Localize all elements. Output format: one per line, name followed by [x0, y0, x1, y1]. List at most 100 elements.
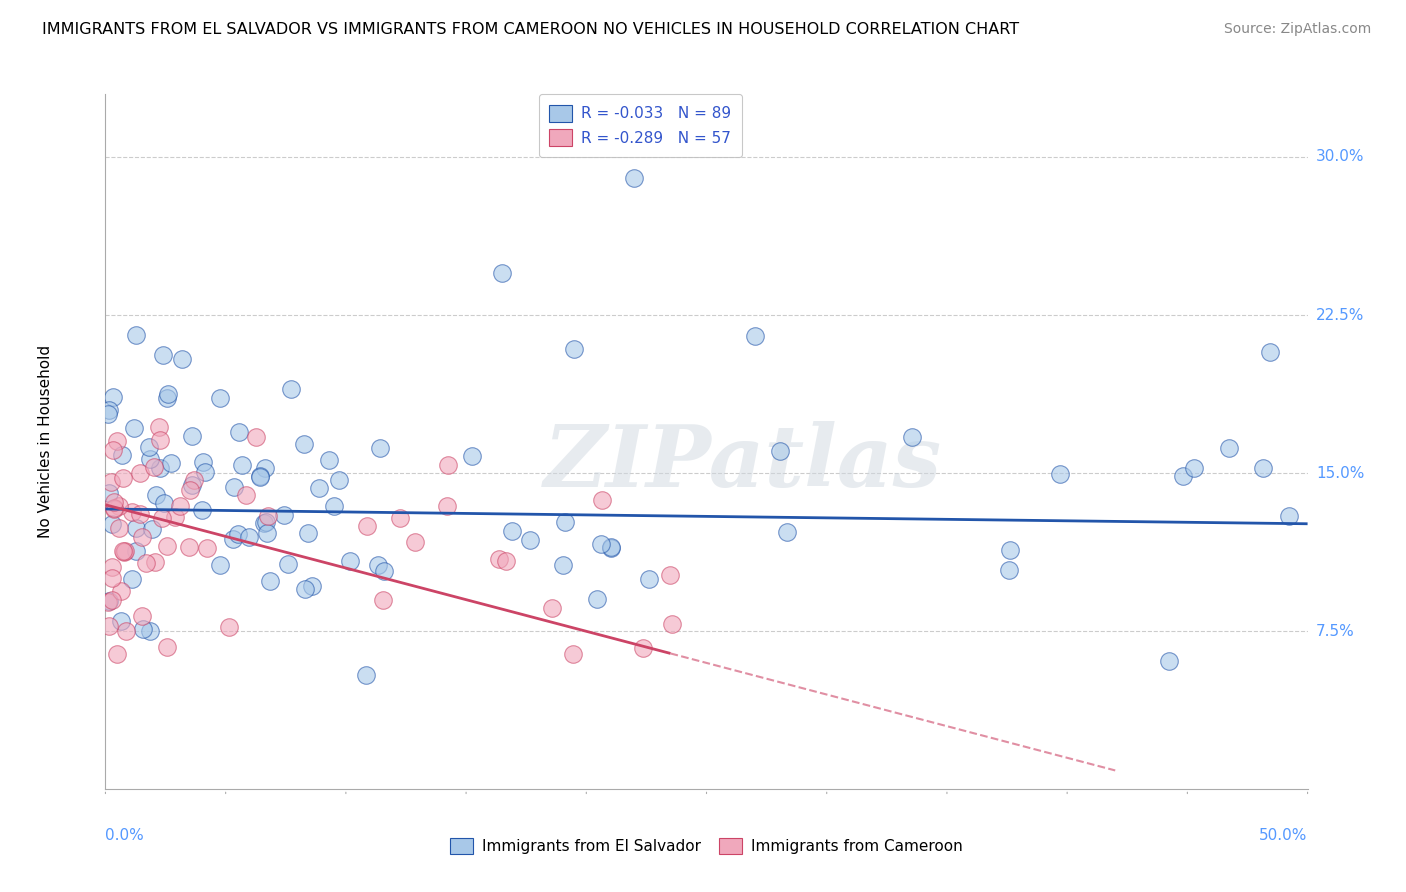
Point	[373, 565, 395, 579]
Point	[100, 560, 122, 574]
Point	[231, 458, 253, 473]
Point	[218, 620, 240, 634]
Point	[141, 522, 163, 536]
Point	[101, 571, 124, 585]
Point	[97, 594, 120, 608]
Point	[112, 471, 135, 485]
Point	[323, 500, 346, 514]
Point	[191, 502, 214, 516]
Point	[599, 541, 621, 555]
Point	[122, 421, 145, 435]
Point	[143, 555, 166, 569]
Point	[1182, 461, 1205, 475]
Point	[138, 441, 160, 455]
Point	[541, 600, 564, 615]
Point	[103, 443, 125, 458]
Point	[222, 532, 245, 546]
Point	[280, 382, 302, 396]
Point	[135, 556, 157, 570]
Point	[301, 579, 323, 593]
Point	[252, 516, 274, 530]
Point	[103, 495, 125, 509]
Point	[998, 542, 1021, 557]
Point	[254, 515, 277, 529]
Point	[191, 455, 214, 469]
Point	[631, 640, 654, 655]
Point	[226, 526, 249, 541]
Point	[561, 647, 583, 661]
Point	[108, 521, 131, 535]
Point	[997, 563, 1019, 577]
Point	[110, 583, 132, 598]
Point	[495, 554, 517, 568]
Point	[138, 624, 160, 638]
Point	[156, 391, 179, 405]
Point	[637, 572, 659, 586]
Point	[145, 488, 167, 502]
Point	[245, 430, 267, 444]
Point	[149, 460, 172, 475]
Point	[208, 558, 231, 572]
Point	[249, 468, 271, 483]
Point	[1258, 344, 1281, 359]
Point	[142, 460, 165, 475]
Point	[256, 526, 278, 541]
Point	[103, 501, 125, 516]
Point	[292, 437, 315, 451]
Point	[659, 568, 682, 582]
Point	[228, 425, 250, 440]
Point	[105, 434, 128, 448]
Point	[108, 499, 131, 513]
Text: Source: ZipAtlas.com: Source: ZipAtlas.com	[1223, 22, 1371, 37]
Point	[153, 496, 176, 510]
Legend: Immigrants from El Salvador, Immigrants from Cameroon: Immigrants from El Salvador, Immigrants …	[443, 830, 970, 862]
Point	[131, 608, 153, 623]
Point	[1218, 441, 1240, 455]
Point	[101, 390, 124, 404]
Point	[744, 329, 766, 343]
Point	[259, 574, 281, 588]
Point	[179, 483, 201, 497]
Point	[110, 614, 132, 628]
Point	[148, 420, 170, 434]
Point	[152, 348, 174, 362]
Point	[139, 452, 162, 467]
Text: 50.0%: 50.0%	[1260, 828, 1308, 843]
Point	[98, 619, 121, 633]
Point	[373, 593, 395, 607]
Point	[101, 517, 124, 532]
Point	[112, 544, 135, 558]
Point	[257, 508, 280, 523]
Point	[519, 533, 541, 547]
Point	[115, 624, 138, 638]
Point	[491, 266, 513, 280]
Text: 0.0%: 0.0%	[105, 828, 145, 843]
Point	[388, 511, 411, 525]
Point	[183, 473, 205, 487]
Point	[159, 456, 181, 470]
Point	[121, 506, 143, 520]
Point	[100, 475, 122, 490]
Text: 15.0%: 15.0%	[1316, 466, 1364, 481]
Point	[591, 493, 613, 508]
Point	[297, 526, 319, 541]
Point	[101, 593, 124, 607]
Point	[169, 499, 191, 513]
Point	[98, 402, 121, 417]
Text: No Vehicles in Household: No Vehicles in Household	[38, 345, 53, 538]
Point	[132, 622, 155, 636]
Point	[339, 554, 361, 568]
Point	[294, 582, 316, 596]
Point	[125, 520, 148, 534]
Point	[112, 545, 135, 559]
Point	[1278, 509, 1301, 524]
Point	[157, 387, 180, 401]
Point	[901, 430, 924, 444]
Point	[180, 477, 202, 491]
Point	[599, 541, 621, 555]
Point	[156, 539, 179, 553]
Point	[253, 461, 276, 475]
Point	[177, 540, 200, 554]
Point	[149, 434, 172, 448]
Point	[589, 537, 612, 551]
